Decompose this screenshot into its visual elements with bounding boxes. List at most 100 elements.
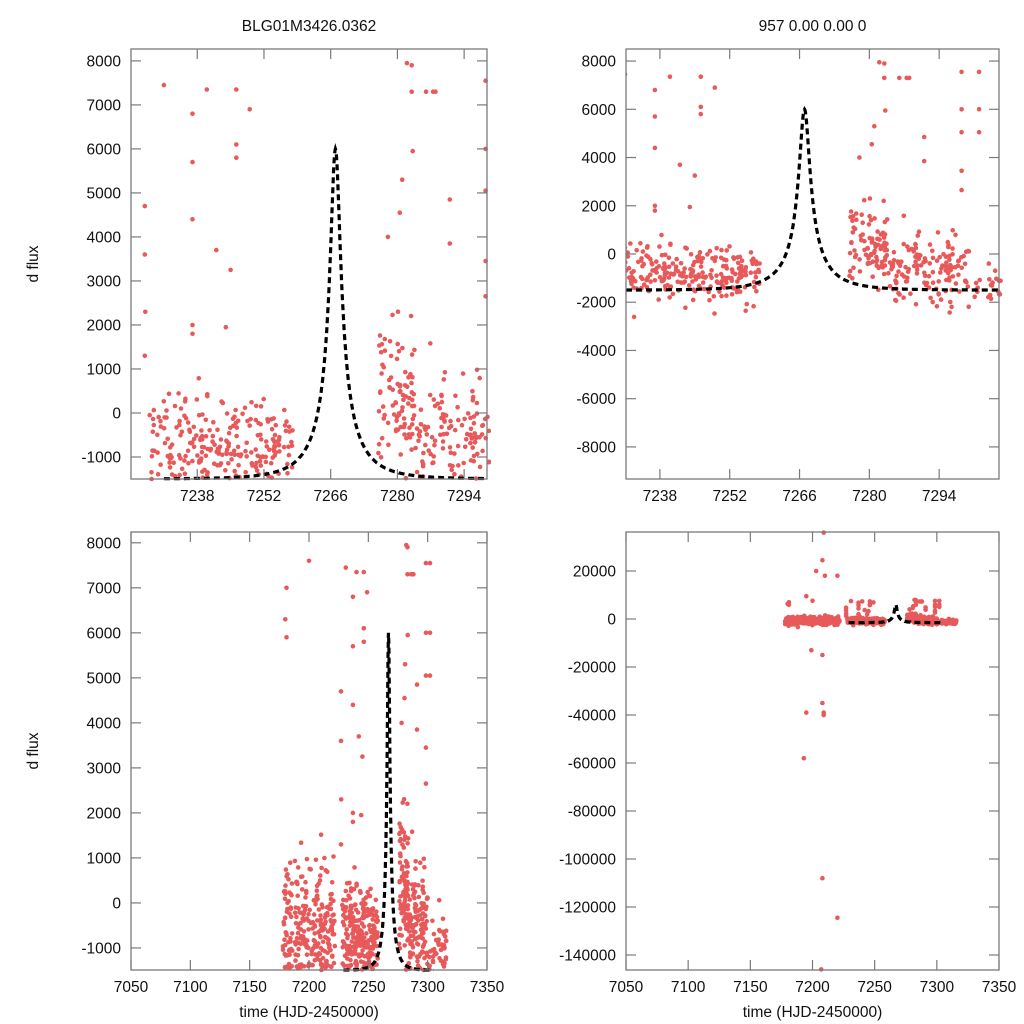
data-point: [367, 922, 373, 928]
data-point: [223, 468, 228, 473]
y-tick-label: -8000: [576, 439, 616, 456]
data-point: [412, 895, 417, 901]
y-tick-label: 2000: [87, 805, 122, 822]
y-tick-label: 0: [112, 405, 121, 422]
data-point: [376, 441, 382, 447]
data-point: [318, 945, 324, 951]
data-point: [215, 427, 220, 433]
data-point: [420, 944, 426, 950]
data-point: [300, 874, 305, 879]
data-point: [331, 960, 337, 966]
data-point: [455, 443, 461, 449]
data-point: [443, 938, 449, 943]
data-point: [402, 943, 408, 948]
data-point: [930, 269, 936, 275]
data-point: [822, 573, 828, 579]
data-point: [295, 865, 301, 870]
data-point: [657, 275, 663, 280]
data-point: [901, 241, 906, 247]
data-point: [394, 418, 399, 424]
data-point: [479, 432, 485, 437]
data-point: [936, 292, 941, 297]
data-point: [428, 451, 434, 457]
data-point: [409, 422, 415, 427]
data-point: [397, 382, 403, 388]
data-point: [659, 252, 665, 258]
data-point: [440, 916, 446, 922]
data-point: [987, 277, 992, 282]
data-point: [919, 599, 925, 604]
data-point: [654, 266, 659, 271]
data-point: [652, 114, 658, 119]
y-tick-label: -2000: [576, 295, 616, 312]
data-point: [183, 453, 188, 459]
data-point: [247, 423, 252, 428]
data-point: [404, 885, 410, 890]
data-point: [640, 249, 646, 254]
data-point: [360, 913, 366, 919]
data-point: [438, 947, 444, 953]
data-point: [930, 255, 936, 261]
data-point: [299, 910, 304, 916]
data-point: [196, 412, 202, 418]
data-point: [869, 142, 875, 147]
data-point: [370, 917, 376, 922]
data-point: [431, 397, 437, 402]
data-point: [260, 454, 266, 459]
data-point: [316, 881, 322, 887]
data-point: [652, 87, 658, 93]
data-point: [412, 347, 417, 353]
data-point: [671, 271, 677, 277]
data-point: [822, 619, 828, 624]
data-point: [249, 450, 254, 455]
data-point: [285, 900, 290, 905]
data-point: [452, 471, 457, 477]
data-point: [859, 599, 865, 604]
data-point: [410, 416, 416, 422]
data-point: [306, 912, 311, 917]
data-point: [436, 927, 442, 933]
data-point: [313, 902, 318, 907]
data-point: [411, 891, 417, 896]
data-point: [318, 913, 323, 918]
data-point: [813, 568, 819, 574]
data-point: [400, 842, 405, 847]
data-point: [317, 957, 323, 963]
data-point: [355, 929, 361, 935]
data-point: [322, 926, 327, 931]
data-point: [366, 959, 372, 965]
data-point: [399, 720, 404, 726]
data-point: [928, 617, 934, 622]
data-point: [852, 248, 857, 253]
data-point: [402, 695, 407, 701]
data-point: [786, 620, 791, 626]
data-point: [976, 107, 982, 112]
data-point: [323, 959, 329, 965]
data-point: [804, 593, 809, 599]
data-point: [205, 392, 210, 397]
data-point: [328, 892, 333, 897]
data-point: [926, 285, 932, 290]
data-point: [847, 268, 853, 274]
data-point: [921, 617, 927, 622]
data-point: [420, 878, 425, 883]
data-point: [943, 268, 948, 273]
data-point: [431, 946, 437, 952]
data-point: [369, 929, 374, 935]
data-point: [289, 464, 295, 470]
x-tick-label: 7238: [643, 488, 677, 505]
x-tick-label: 7200: [795, 979, 830, 996]
data-point: [150, 429, 156, 435]
data-point: [897, 263, 903, 269]
data-point: [788, 615, 794, 620]
data-point: [233, 407, 238, 413]
data-point: [296, 921, 302, 927]
data-point: [190, 159, 195, 165]
model-curve: [848, 602, 943, 625]
data-point: [877, 237, 882, 242]
data-point: [413, 866, 418, 871]
data-point: [932, 598, 938, 604]
data-point: [310, 919, 316, 925]
data-point: [171, 460, 176, 466]
data-point: [353, 940, 358, 946]
